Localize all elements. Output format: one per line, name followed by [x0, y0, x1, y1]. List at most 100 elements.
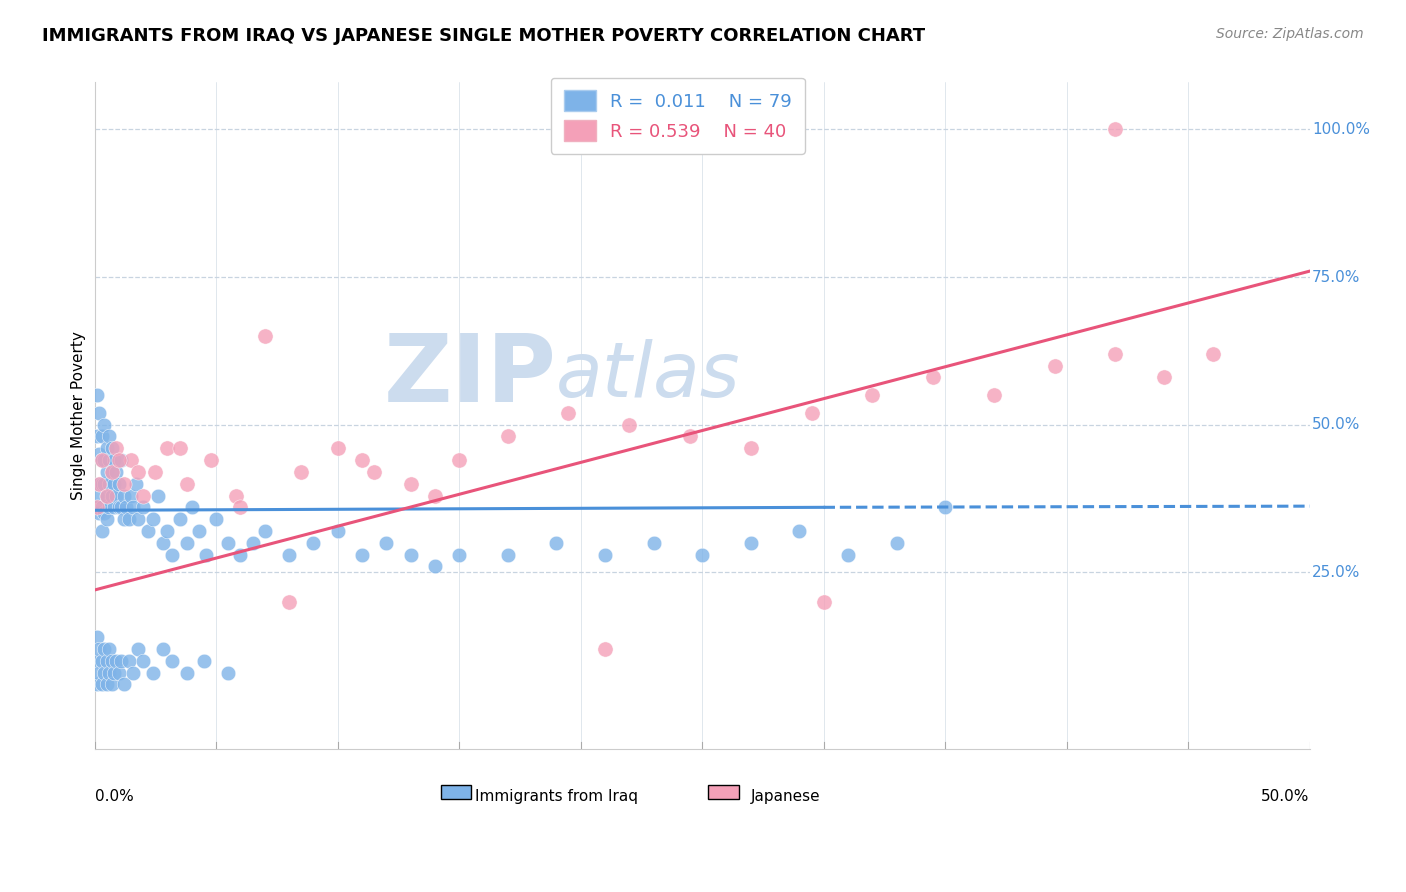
Point — [110, 453, 132, 467]
Point — [156, 442, 179, 456]
Point — [152, 642, 174, 657]
Point — [326, 524, 349, 538]
FancyBboxPatch shape — [709, 785, 738, 799]
Point — [132, 500, 155, 515]
Point — [108, 476, 131, 491]
Point — [983, 388, 1005, 402]
Point — [142, 665, 165, 680]
Point — [423, 559, 446, 574]
Point — [105, 654, 128, 668]
Point — [619, 417, 641, 432]
Point — [105, 489, 128, 503]
Point — [122, 665, 145, 680]
Point — [98, 429, 121, 443]
Point — [375, 535, 398, 549]
Point — [112, 476, 135, 491]
Point — [86, 654, 108, 668]
Point — [593, 642, 616, 657]
Point — [100, 465, 122, 479]
Point — [169, 442, 191, 456]
Point — [96, 489, 118, 503]
Point — [152, 535, 174, 549]
Point — [96, 512, 118, 526]
Point — [162, 548, 184, 562]
Point — [103, 476, 125, 491]
Point — [100, 677, 122, 691]
Point — [89, 447, 111, 461]
Point — [108, 665, 131, 680]
Point — [789, 524, 811, 538]
Point — [922, 370, 945, 384]
Point — [593, 548, 616, 562]
Point — [156, 524, 179, 538]
Point — [122, 500, 145, 515]
Text: 25.0%: 25.0% — [1312, 565, 1361, 580]
Point — [1043, 359, 1066, 373]
Point — [90, 453, 112, 467]
Point — [132, 489, 155, 503]
Point — [229, 548, 252, 562]
Point — [89, 665, 111, 680]
Point — [96, 465, 118, 479]
Point — [103, 500, 125, 515]
Text: 50.0%: 50.0% — [1312, 417, 1361, 432]
Point — [100, 654, 122, 668]
Text: 0.0%: 0.0% — [94, 789, 134, 805]
Point — [350, 453, 373, 467]
Point — [112, 677, 135, 691]
Point — [90, 453, 112, 467]
Point — [96, 677, 118, 691]
Point — [557, 406, 579, 420]
Point — [110, 500, 132, 515]
Point — [326, 442, 349, 456]
Point — [93, 506, 115, 520]
Point — [93, 417, 115, 432]
Point — [217, 665, 239, 680]
Point — [278, 548, 301, 562]
Point — [449, 548, 471, 562]
Point — [90, 500, 112, 515]
Point — [117, 512, 139, 526]
Point — [132, 654, 155, 668]
Point — [100, 489, 122, 503]
Point — [813, 595, 835, 609]
Point — [350, 548, 373, 562]
Point — [86, 388, 108, 402]
Point — [195, 548, 218, 562]
Point — [886, 535, 908, 549]
Point — [142, 512, 165, 526]
Point — [89, 406, 111, 420]
Point — [496, 429, 519, 443]
Point — [1153, 370, 1175, 384]
Point — [690, 548, 713, 562]
Point — [89, 506, 111, 520]
Point — [302, 535, 325, 549]
Point — [96, 489, 118, 503]
Point — [127, 512, 149, 526]
Point — [98, 476, 121, 491]
Point — [90, 524, 112, 538]
Point — [363, 465, 385, 479]
Text: atlas: atlas — [557, 339, 741, 413]
Point — [496, 548, 519, 562]
Point — [112, 512, 135, 526]
Point — [800, 406, 823, 420]
Point — [105, 465, 128, 479]
Point — [96, 654, 118, 668]
Point — [98, 500, 121, 515]
Point — [253, 329, 276, 343]
Point — [110, 654, 132, 668]
Point — [934, 500, 956, 515]
Point — [643, 535, 665, 549]
Point — [86, 429, 108, 443]
Point — [278, 595, 301, 609]
Point — [98, 453, 121, 467]
Point — [546, 535, 568, 549]
Point — [169, 512, 191, 526]
Point — [100, 465, 122, 479]
Point — [146, 489, 169, 503]
Point — [1104, 347, 1126, 361]
Point — [90, 677, 112, 691]
Point — [1201, 347, 1223, 361]
Point — [90, 476, 112, 491]
